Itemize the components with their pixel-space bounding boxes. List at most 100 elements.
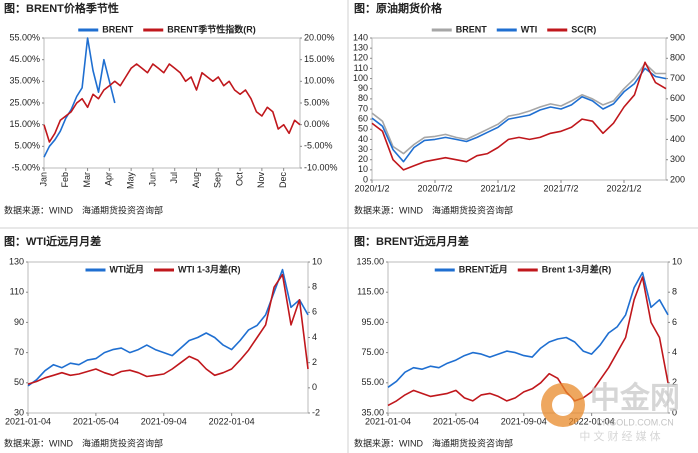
legend-label: BRENT近月	[459, 263, 508, 274]
y-tick-label: 80	[358, 93, 368, 103]
panel-title: 图：BRENT近远月月差	[354, 234, 469, 248]
y-tick-label: 5.00%	[14, 141, 40, 151]
x-tick-label: Dec	[278, 172, 288, 189]
legend-label: SC(R)	[571, 24, 596, 34]
x-tick-label: Sep	[213, 172, 223, 188]
y-tick-label: 40	[358, 134, 368, 144]
y-tick-label: 6	[312, 307, 317, 317]
y-tick-label: 600	[670, 93, 685, 103]
plot-frame	[387, 261, 669, 414]
x-tick-label: Jul	[169, 172, 179, 184]
y-tick-label: 30	[14, 407, 24, 417]
y-tick-label: 10	[312, 256, 322, 266]
y-tick-label: 500	[670, 114, 685, 124]
x-tick-label: Jun	[147, 172, 157, 187]
y-tick-label: -2	[312, 407, 320, 417]
x-tick-label: Jan	[38, 172, 48, 187]
series-line	[371, 67, 667, 163]
y-tick-label: 55.00%	[9, 32, 40, 42]
y-tick-label: 400	[670, 134, 685, 144]
y-tick-label: 110	[354, 63, 368, 73]
y-tick-label: 90	[14, 317, 24, 327]
y-tick-label: 60	[358, 114, 368, 124]
legend-label: WTI	[521, 24, 538, 34]
y-tick-label: 120	[353, 53, 368, 63]
y-tick-label: 90	[358, 83, 368, 93]
series-line	[387, 276, 669, 407]
y-tick-label: 130	[9, 256, 24, 266]
y-tick-label: 70	[14, 347, 24, 357]
y-tick-label: 2	[312, 357, 317, 367]
x-tick-label: 2022-01-04	[569, 416, 615, 426]
y-tick-label: 55.00	[361, 377, 384, 387]
x-tick-label: May	[126, 172, 136, 190]
y-tick-label: 70	[358, 103, 368, 113]
y-tick-label: 50	[14, 377, 24, 387]
y-tick-label: 4	[312, 332, 317, 342]
watermark: 中金网 CNGOLD.COM.CN 中 文 财 经 媒 体	[541, 381, 680, 443]
y-tick-label: 30	[358, 144, 368, 154]
y-tick-label: 0	[312, 382, 317, 392]
x-tick-label: 2020/7/2	[417, 183, 452, 193]
source-note: 数据来源：WIND 海通期货投资咨询部	[4, 204, 163, 215]
y-tick-label: 10	[358, 164, 368, 174]
y-tick-label: 10	[672, 256, 682, 266]
panel-title: 图：WTI近远月月差	[4, 234, 101, 248]
y-tick-label: 0	[363, 174, 368, 184]
y-tick-label: 35.00%	[9, 76, 40, 86]
y-tick-label: 15.00%	[9, 119, 40, 129]
x-tick-label: 2021-09-04	[501, 416, 547, 426]
y-tick-label: 700	[670, 73, 685, 83]
y-tick-label: 15.00%	[304, 54, 335, 64]
y-tick-label: -5.00%	[11, 162, 40, 172]
y-tick-label: -5.00%	[304, 141, 333, 151]
legend-label: Brent 1-3月差(R)	[542, 263, 612, 274]
y-tick-label: 45.00%	[9, 54, 40, 64]
y-tick-label: 115.00	[357, 287, 384, 297]
y-tick-label: 300	[670, 154, 685, 164]
x-tick-label: 2021-01-04	[365, 416, 411, 426]
legend-label: BRENT季节性指数(R)	[167, 23, 256, 34]
y-tick-label: 10.00%	[304, 76, 335, 86]
legend-label: BRENT	[102, 24, 134, 34]
y-tick-label: 200	[670, 174, 685, 184]
y-tick-label: 100	[353, 73, 368, 83]
series-line	[43, 63, 301, 143]
y-tick-label: 95.00	[361, 317, 384, 327]
y-tick-label: 4	[672, 347, 677, 357]
watermark-logo	[552, 394, 574, 416]
y-tick-label: 5.00%	[304, 97, 330, 107]
panel-title: 图：原油期货价格	[354, 1, 443, 15]
source-note: 数据来源：WIND 海通期货投资咨询部	[354, 204, 513, 215]
y-tick-label: 35.00	[361, 407, 384, 417]
source-note: 数据来源：WIND 海通期货投资咨询部	[4, 437, 163, 448]
y-tick-label: 8	[672, 287, 677, 297]
x-tick-label: 2021-05-04	[433, 416, 479, 426]
x-tick-label: 2021-05-04	[73, 416, 119, 426]
x-tick-label: 2021/1/2	[480, 183, 515, 193]
y-tick-label: 135.00	[356, 256, 384, 266]
series-line	[371, 61, 667, 171]
source-note: 数据来源：WIND 海通期货投资咨询部	[354, 437, 513, 448]
y-tick-label: 900	[670, 32, 685, 42]
y-tick-label: 110	[10, 287, 24, 297]
panel-title: 图：BRENT价格季节性	[4, 1, 119, 15]
y-tick-label: 20.00%	[304, 32, 335, 42]
series-line	[27, 273, 309, 385]
x-tick-label: 2022-01-04	[209, 416, 255, 426]
x-tick-label: Oct	[234, 172, 244, 187]
x-tick-label: Apr	[104, 172, 114, 186]
y-tick-label: 800	[670, 53, 685, 63]
y-tick-label: 140	[353, 32, 368, 42]
x-tick-label: Feb	[60, 172, 70, 188]
x-tick-label: Nov	[256, 172, 266, 189]
y-tick-label: 0	[672, 407, 677, 417]
y-tick-label: 50	[358, 124, 368, 134]
watermark-slogan: 中 文 财 经 媒 体	[579, 429, 660, 443]
y-tick-label: 75.00	[361, 347, 384, 357]
legend-label: WTI近月	[110, 263, 145, 274]
watermark-name: 中金网	[590, 381, 680, 415]
x-tick-label: Mar	[82, 172, 92, 188]
